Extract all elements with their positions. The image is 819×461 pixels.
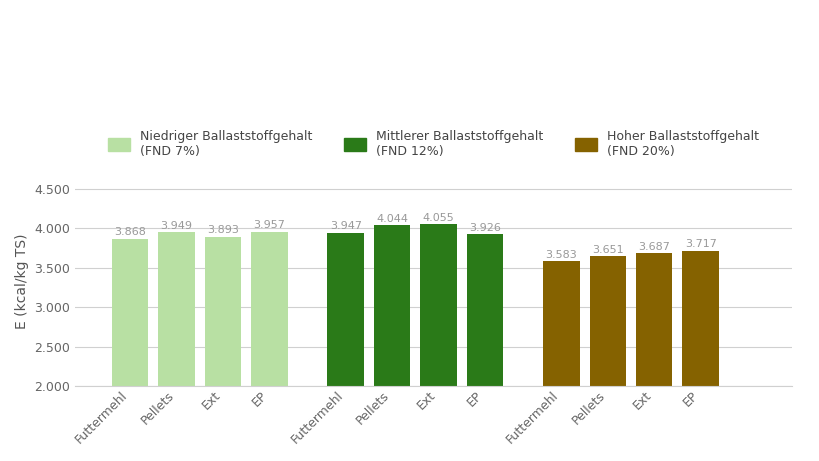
Text: 3.868: 3.868	[114, 227, 146, 237]
Bar	[111, 239, 148, 386]
Bar	[589, 256, 625, 386]
Text: 3.717: 3.717	[684, 239, 716, 249]
Bar	[158, 232, 194, 386]
Legend: Niedriger Ballaststoffgehalt
(FND 7%), Mittlerer Ballaststoffgehalt
(FND 12%), H: Niedriger Ballaststoffgehalt (FND 7%), M…	[102, 125, 763, 163]
Text: 3.949: 3.949	[161, 221, 192, 231]
Bar	[420, 224, 456, 386]
Y-axis label: E (kcal/kg TS): E (kcal/kg TS)	[15, 234, 29, 329]
Text: 3.947: 3.947	[329, 221, 361, 231]
Bar	[327, 233, 364, 386]
Text: 3.687: 3.687	[637, 242, 669, 252]
Text: 3.957: 3.957	[253, 220, 285, 230]
Text: 3.651: 3.651	[591, 244, 623, 254]
Bar	[251, 232, 287, 386]
Bar	[466, 234, 503, 386]
Bar	[373, 225, 410, 386]
Text: 3.893: 3.893	[206, 225, 238, 236]
Bar	[542, 261, 579, 386]
Text: 4.044: 4.044	[376, 213, 408, 224]
Text: 3.583: 3.583	[545, 250, 577, 260]
Bar	[636, 253, 672, 386]
Bar	[205, 237, 241, 386]
Text: 4.055: 4.055	[423, 213, 454, 223]
Bar	[681, 251, 718, 386]
Text: 3.926: 3.926	[468, 223, 500, 233]
